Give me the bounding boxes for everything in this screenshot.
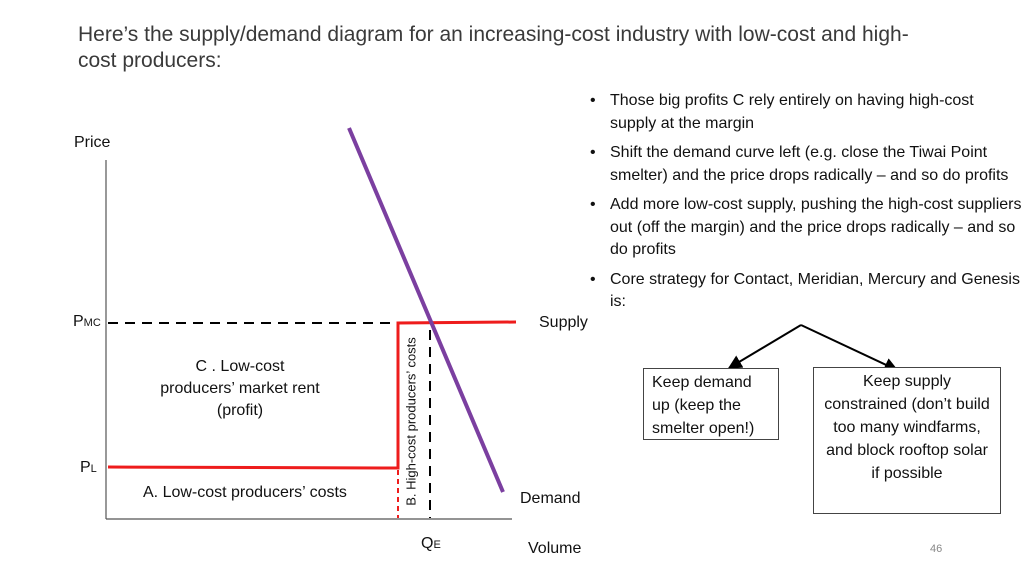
arrow-to-demand-box (727, 324, 802, 369)
supply-label: Supply (539, 314, 588, 331)
demand-curve (347, 127, 505, 493)
slide-title: Here’s the supply/demand diagram for an … (78, 23, 909, 72)
price-axis-label: Price (74, 134, 111, 151)
bullet-list: Those big profits C rely entirely on hav… (586, 90, 1022, 321)
page-number: 46 (930, 543, 943, 555)
keep-demand-box: Keep demand up (keep the smelter open!) (643, 368, 779, 440)
supply-curve (107, 320, 517, 470)
region-c-label: C . Low-cost producers’ market rent (pro… (160, 358, 320, 419)
qe-label: QE (421, 535, 441, 552)
keep-supply-box: Keep supply constrained (don’t build too… (813, 367, 1001, 514)
volume-axis-label: Volume (528, 540, 582, 557)
arrow-to-supply-box (800, 324, 899, 371)
bullet-item: Add more low-cost supply, pushing the hi… (586, 194, 1022, 262)
demand-label: Demand (520, 490, 581, 507)
pl-label: PL (80, 459, 97, 476)
region-b-label: B. High-cost producers’ costs (403, 337, 419, 506)
pmc-label: PMC (73, 313, 101, 330)
bullet-item: Shift the demand curve left (e.g. close … (586, 142, 1022, 187)
region-a-label: A. Low-cost producers’ costs (143, 484, 347, 501)
bullet-item: Core strategy for Contact, Meridian, Mer… (586, 269, 1022, 314)
bullet-item: Those big profits C rely entirely on hav… (586, 90, 1022, 135)
